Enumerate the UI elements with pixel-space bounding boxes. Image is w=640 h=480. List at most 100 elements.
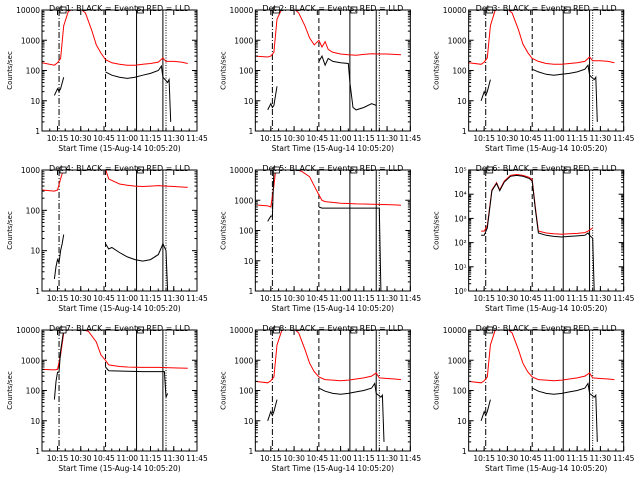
series-line-events xyxy=(318,382,385,442)
x-tick-label: 11:15 xyxy=(566,294,588,303)
x-tick-label: 11:15 xyxy=(140,454,162,463)
y-axis-label: Counts/sec xyxy=(433,211,441,250)
x-tick-label: 11:45 xyxy=(186,294,208,303)
x-tick-label: 11:45 xyxy=(186,134,208,143)
y-tick-label: 100 xyxy=(452,67,467,76)
y-axis-label: Counts/sec xyxy=(219,211,227,250)
series-line-events xyxy=(481,174,595,291)
series-line-events xyxy=(105,366,169,398)
series-line-events xyxy=(318,54,377,111)
series-line-events xyxy=(53,77,65,96)
x-tick-label: 11:00 xyxy=(116,134,138,143)
plot-frame xyxy=(468,169,625,292)
y-tick-label: 1 xyxy=(35,127,40,136)
y-tick-label: 1000 xyxy=(234,196,253,205)
x-tick-label: 10:45 xyxy=(93,454,115,463)
x-tick-label: 11:00 xyxy=(330,134,352,143)
series-line-events xyxy=(531,382,598,442)
series-line-lld xyxy=(255,330,402,384)
y-tick-label: 10000 xyxy=(16,326,40,335)
y-tick-label: 1 xyxy=(462,447,467,456)
plot-frame xyxy=(254,169,411,292)
detector-panel-2: 1 10 100 1000 10000 10:15 10:30 10:45 11:00 11:15… xyxy=(219,4,421,153)
plot-frame xyxy=(254,329,411,452)
series-line-events xyxy=(267,86,278,111)
series-line-events xyxy=(480,399,491,421)
y-tick-label: 100 xyxy=(239,387,254,396)
detector-panel-1: 1 10 100 1000 10000 10:15 10:30 10:45 11:00 11:15… xyxy=(6,4,208,153)
y-tick-label: 10⁴ xyxy=(454,190,467,199)
x-tick-label: 11:30 xyxy=(590,454,612,463)
x-axis-label: Start Time (15-Aug-14 10:05:20) xyxy=(58,304,180,313)
x-tick-label: 11:30 xyxy=(163,294,185,303)
y-tick-label: 1000 xyxy=(234,36,253,45)
y-tick-label: 1 xyxy=(249,127,254,136)
y-tick-label: 10³ xyxy=(454,214,467,223)
x-axis-label: Start Time (15-Aug-14 10:05:20) xyxy=(272,464,394,473)
y-tick-label: 10000 xyxy=(229,166,253,175)
plot-frame xyxy=(468,9,625,132)
y-tick-label: 1 xyxy=(462,127,467,136)
y-tick-label: 1000 xyxy=(448,36,467,45)
series-line-lld xyxy=(468,330,615,384)
x-tick-label: 11:30 xyxy=(590,294,612,303)
y-tick-label: 10 xyxy=(244,257,254,266)
series-line-lld xyxy=(481,173,593,235)
detector-panel-3: 1 10 100 1000 10000 10:15 10:30 10:45 11:00 11:15… xyxy=(433,4,635,153)
x-tick-label: 11:45 xyxy=(400,134,422,143)
series-line-events xyxy=(53,234,65,279)
series-line-events xyxy=(480,79,491,101)
x-tick-label: 10:45 xyxy=(307,454,329,463)
plot-frame xyxy=(41,9,198,132)
x-tick-label: 11:15 xyxy=(140,134,162,143)
panel-title: Det 9: BLACK = Events, RED = LLD xyxy=(476,324,617,333)
detector-panel-4: 1 10 100 1000 10:15 10:30 10:45 11:00 11:15 11:30… xyxy=(6,164,208,313)
x-tick-label: 11:15 xyxy=(140,294,162,303)
x-tick-label: 10:30 xyxy=(70,134,92,143)
x-tick-label: 11:00 xyxy=(330,454,352,463)
y-axis-label: Counts/sec xyxy=(433,371,441,410)
panel-title: Det 7: BLACK = Events, RED = LLD xyxy=(49,324,190,333)
y-tick-label: 10 xyxy=(30,247,40,256)
x-tick-label: 10:30 xyxy=(497,134,519,143)
y-tick-label: 1000 xyxy=(21,356,40,365)
panel-title: Det 8: BLACK = Events, RED = LLD xyxy=(262,324,403,333)
series-line-events xyxy=(105,242,169,291)
x-tick-label: 11:30 xyxy=(163,454,185,463)
y-tick-label: 10000 xyxy=(16,6,40,15)
x-axis-label: Start Time (15-Aug-14 10:05:20) xyxy=(485,304,607,313)
x-tick-label: 11:45 xyxy=(400,454,422,463)
x-tick-label: 11:30 xyxy=(376,454,398,463)
x-axis-label: Start Time (15-Aug-14 10:05:20) xyxy=(272,144,394,153)
y-axis-label: Counts/sec xyxy=(6,51,14,90)
series-line-events xyxy=(318,206,382,291)
series-line-events xyxy=(267,399,278,421)
y-tick-label: 10⁵ xyxy=(454,166,467,175)
y-tick-label: 100 xyxy=(26,206,41,215)
series-line-lld xyxy=(42,170,188,192)
y-tick-label: 10⁰ xyxy=(454,287,467,296)
y-tick-label: 1000 xyxy=(21,166,40,175)
x-tick-label: 10:15 xyxy=(473,294,495,303)
x-tick-label: 11:15 xyxy=(566,454,588,463)
series-line-events xyxy=(105,64,172,122)
y-tick-label: 10 xyxy=(457,417,467,426)
y-axis-label: Counts/sec xyxy=(6,211,14,250)
y-tick-label: 10 xyxy=(30,417,40,426)
x-axis-label: Start Time (15-Aug-14 10:05:20) xyxy=(58,144,180,153)
x-tick-label: 10:45 xyxy=(307,294,329,303)
y-tick-label: 10² xyxy=(454,239,467,248)
y-tick-label: 1000 xyxy=(448,356,467,365)
x-tick-label: 11:45 xyxy=(613,454,635,463)
x-tick-label: 11:00 xyxy=(330,294,352,303)
x-tick-label: 10:15 xyxy=(260,134,282,143)
panel-title: Det 5: BLACK = Events, RED = LLD xyxy=(262,164,403,173)
x-tick-label: 10:45 xyxy=(93,134,115,143)
y-tick-label: 10 xyxy=(244,97,254,106)
x-tick-label: 11:45 xyxy=(613,294,635,303)
y-tick-label: 1 xyxy=(249,447,254,456)
y-tick-label: 1 xyxy=(35,447,40,456)
x-tick-label: 11:00 xyxy=(543,454,565,463)
